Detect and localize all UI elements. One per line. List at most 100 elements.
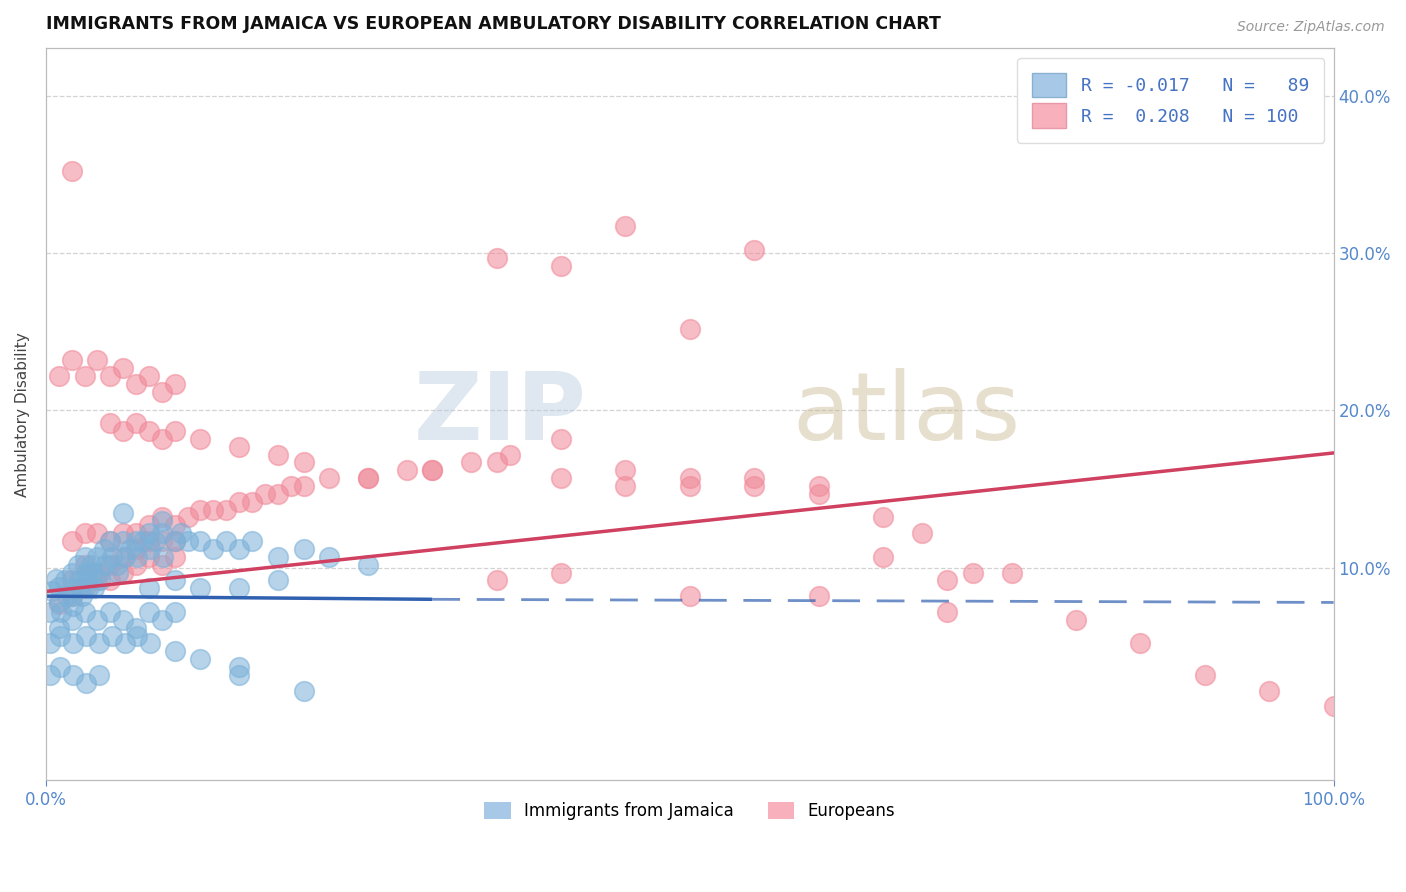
Point bbox=[176, 510, 198, 524]
Point bbox=[114, 549, 136, 564]
Point bbox=[267, 448, 290, 462]
Point bbox=[48, 595, 70, 609]
Point bbox=[38, 668, 60, 682]
Point bbox=[86, 574, 108, 588]
Point bbox=[60, 164, 83, 178]
Point bbox=[112, 526, 135, 541]
Point bbox=[125, 376, 148, 391]
Point bbox=[73, 549, 96, 564]
Point bbox=[253, 487, 276, 501]
Point bbox=[75, 628, 97, 642]
Point bbox=[742, 243, 765, 257]
Point bbox=[679, 589, 702, 603]
Point bbox=[73, 582, 96, 596]
Point bbox=[176, 534, 198, 549]
Point bbox=[936, 574, 959, 588]
Point bbox=[550, 471, 572, 485]
Point bbox=[202, 502, 225, 516]
Point bbox=[105, 558, 128, 572]
Point bbox=[163, 534, 186, 549]
Point bbox=[98, 416, 121, 430]
Point bbox=[98, 534, 121, 549]
Point bbox=[112, 566, 135, 580]
Point bbox=[150, 534, 173, 549]
Point bbox=[38, 636, 60, 650]
Point bbox=[292, 455, 315, 469]
Point bbox=[127, 549, 149, 564]
Point bbox=[163, 376, 186, 391]
Point bbox=[163, 534, 186, 549]
Point bbox=[38, 605, 60, 619]
Point bbox=[86, 353, 108, 368]
Point bbox=[86, 549, 108, 564]
Point bbox=[228, 582, 250, 596]
Point bbox=[93, 541, 115, 556]
Point bbox=[73, 605, 96, 619]
Point bbox=[55, 589, 77, 603]
Point bbox=[614, 479, 637, 493]
Point bbox=[41, 584, 63, 599]
Point bbox=[127, 628, 149, 642]
Point bbox=[1064, 613, 1087, 627]
Point bbox=[139, 541, 162, 556]
Point bbox=[112, 549, 135, 564]
Point bbox=[125, 541, 148, 556]
Point bbox=[125, 416, 148, 430]
Point bbox=[86, 526, 108, 541]
Point bbox=[80, 558, 103, 572]
Point bbox=[118, 541, 141, 556]
Point bbox=[53, 574, 76, 588]
Point bbox=[240, 494, 263, 508]
Point bbox=[87, 566, 110, 580]
Point bbox=[86, 613, 108, 627]
Point bbox=[125, 534, 148, 549]
Point bbox=[202, 541, 225, 556]
Point bbox=[112, 613, 135, 627]
Point bbox=[742, 471, 765, 485]
Text: IMMIGRANTS FROM JAMAICA VS EUROPEAN AMBULATORY DISABILITY CORRELATION CHART: IMMIGRANTS FROM JAMAICA VS EUROPEAN AMBU… bbox=[46, 15, 941, 33]
Point bbox=[98, 574, 121, 588]
Point bbox=[63, 582, 86, 596]
Point bbox=[131, 534, 153, 549]
Point bbox=[292, 683, 315, 698]
Point bbox=[152, 549, 174, 564]
Point bbox=[228, 541, 250, 556]
Point bbox=[1194, 668, 1216, 682]
Point bbox=[76, 574, 98, 588]
Point bbox=[87, 668, 110, 682]
Point bbox=[107, 566, 129, 580]
Point bbox=[170, 526, 193, 541]
Point bbox=[460, 455, 482, 469]
Point bbox=[125, 526, 148, 541]
Point bbox=[267, 549, 290, 564]
Point bbox=[60, 534, 83, 549]
Y-axis label: Ambulatory Disability: Ambulatory Disability bbox=[15, 332, 30, 497]
Point bbox=[228, 668, 250, 682]
Point bbox=[139, 636, 162, 650]
Point bbox=[69, 582, 91, 596]
Point bbox=[280, 479, 302, 493]
Point bbox=[87, 636, 110, 650]
Point bbox=[62, 599, 84, 613]
Point bbox=[98, 605, 121, 619]
Point bbox=[150, 384, 173, 399]
Point bbox=[49, 660, 72, 674]
Point bbox=[138, 368, 160, 383]
Point bbox=[60, 574, 83, 588]
Point bbox=[83, 582, 105, 596]
Point bbox=[75, 566, 97, 580]
Point bbox=[89, 574, 111, 588]
Point bbox=[679, 471, 702, 485]
Point bbox=[215, 534, 238, 549]
Point bbox=[150, 558, 173, 572]
Point bbox=[498, 448, 520, 462]
Point bbox=[60, 353, 83, 368]
Point bbox=[138, 549, 160, 564]
Point bbox=[60, 589, 83, 603]
Point bbox=[163, 644, 186, 658]
Point bbox=[70, 589, 93, 603]
Point bbox=[807, 487, 830, 501]
Point bbox=[228, 660, 250, 674]
Point bbox=[357, 558, 380, 572]
Point bbox=[1001, 566, 1024, 580]
